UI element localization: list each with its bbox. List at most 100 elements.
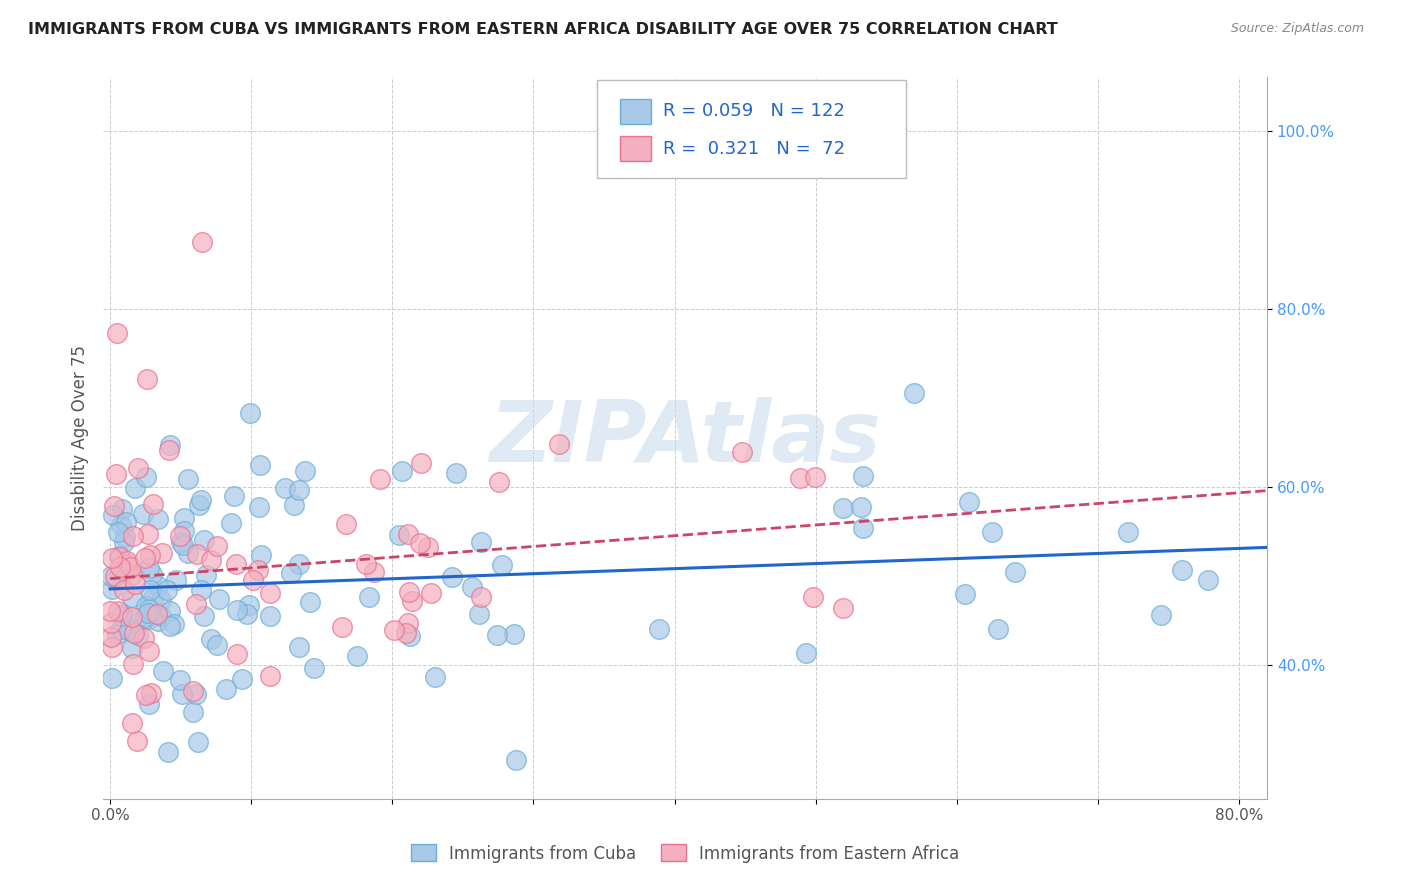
Point (304, 661, 326, 675)
Point (273, 481, 295, 495)
Legend: Immigrants from Cuba, Immigrants from Eastern Africa: Immigrants from Cuba, Immigrants from Ea… (411, 845, 960, 863)
Point (401, 594, 423, 608)
Point (100, 551, 122, 566)
Point (259, 585, 281, 599)
Point (120, 623, 142, 637)
Point (172, 538, 194, 552)
Point (138, 602, 160, 616)
Point (170, 687, 193, 701)
Point (135, 688, 157, 702)
Point (107, 604, 129, 618)
Text: Source: ZipAtlas.com: Source: ZipAtlas.com (1230, 22, 1364, 36)
Point (357, 590, 380, 604)
Point (409, 536, 432, 550)
Point (115, 565, 138, 579)
Point (121, 716, 143, 731)
Point (188, 498, 211, 512)
Point (114, 530, 136, 544)
Point (852, 521, 875, 535)
Point (100, 671, 122, 685)
Point (112, 582, 135, 597)
Point (142, 591, 165, 605)
Point (299, 595, 322, 609)
Point (135, 469, 157, 483)
Point (382, 624, 405, 638)
Point (125, 611, 148, 625)
Point (138, 644, 160, 658)
Point (159, 619, 181, 633)
Point (287, 640, 309, 654)
Point (121, 640, 143, 655)
Point (127, 628, 149, 642)
Point (122, 529, 145, 543)
Point (468, 607, 491, 621)
Point (132, 632, 155, 646)
Point (191, 235, 214, 250)
Point (981, 524, 1004, 539)
Point (117, 554, 139, 568)
Point (247, 500, 270, 515)
Point (1171, 563, 1194, 577)
Point (173, 524, 195, 538)
Point (134, 550, 156, 565)
Point (200, 632, 222, 646)
Point (100, 630, 122, 644)
Point (368, 472, 391, 486)
Point (801, 591, 824, 605)
Text: IMMIGRANTS FROM CUBA VS IMMIGRANTS FROM EASTERN AFRICA DISABILITY AGE OVER 75 CO: IMMIGRANTS FROM CUBA VS IMMIGRANTS FROM … (28, 22, 1057, 37)
Point (134, 610, 156, 624)
Point (491, 558, 513, 573)
Point (225, 558, 247, 572)
Point (195, 568, 218, 582)
Point (399, 629, 422, 643)
Point (957, 495, 980, 509)
Point (280, 566, 302, 580)
Point (831, 601, 853, 615)
Point (987, 622, 1010, 636)
Point (354, 557, 377, 571)
Point (121, 568, 143, 582)
Point (419, 586, 441, 600)
Point (186, 548, 208, 562)
Point (127, 460, 149, 475)
Point (394, 625, 416, 640)
Point (416, 540, 439, 554)
Point (190, 493, 212, 508)
Point (849, 500, 872, 515)
Point (159, 438, 181, 452)
Point (804, 470, 827, 484)
Point (330, 620, 353, 634)
Point (108, 549, 131, 563)
Point (124, 626, 146, 640)
Point (396, 527, 419, 541)
Point (222, 489, 245, 503)
Point (121, 590, 143, 604)
Point (124, 481, 146, 495)
Point (186, 597, 208, 611)
Point (150, 545, 173, 559)
Point (177, 472, 200, 486)
Point (1150, 608, 1173, 623)
Point (181, 684, 204, 698)
Point (225, 647, 247, 661)
Point (190, 582, 212, 597)
Point (156, 583, 179, 598)
Point (346, 649, 368, 664)
Point (170, 535, 193, 549)
Point (215, 681, 238, 696)
Point (139, 686, 162, 700)
Point (409, 456, 432, 470)
Point (226, 603, 249, 617)
Point (111, 502, 134, 516)
Y-axis label: Disability Age Over 75: Disability Age Over 75 (72, 345, 89, 531)
Point (107, 524, 129, 539)
Point (470, 535, 492, 549)
Point (789, 471, 811, 485)
Point (173, 511, 195, 525)
Point (648, 622, 671, 636)
Point (363, 566, 385, 580)
Point (121, 625, 143, 640)
Point (169, 673, 191, 688)
Point (242, 573, 264, 587)
Point (231, 673, 253, 687)
